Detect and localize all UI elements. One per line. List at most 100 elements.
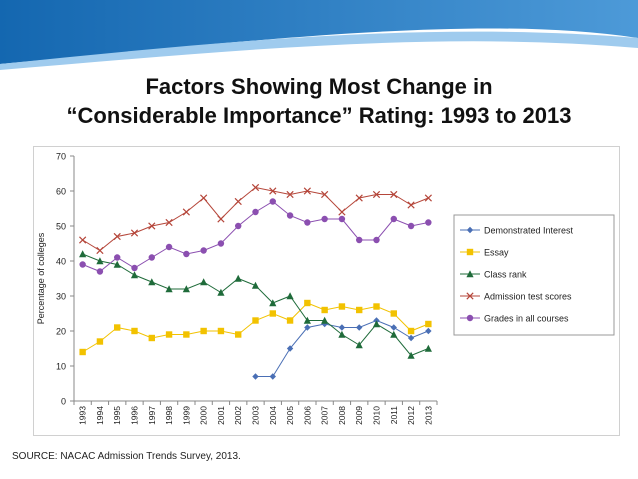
data-point-admission-test-scores: [148, 222, 156, 230]
data-point-grades-in-all-courses: [269, 198, 276, 205]
data-point-admission-test-scores: [303, 187, 311, 195]
y-tick-label: 10: [56, 362, 66, 372]
data-point-demonstrated-interest: [269, 373, 276, 380]
data-point-demonstrated-interest: [286, 345, 294, 352]
data-point-grades-in-all-courses: [131, 264, 138, 272]
data-point-grades-in-all-courses: [183, 250, 190, 258]
data-point-admission-test-scores: [286, 190, 294, 199]
data-point-essay: [425, 320, 432, 328]
series-line-essay: [82, 302, 429, 353]
data-point-essay: [356, 306, 363, 314]
legend-label-essay: Essay: [484, 248, 509, 258]
data-point-demonstrated-interest: [425, 327, 432, 335]
data-point-class-rank: [182, 285, 190, 293]
source-note: SOURCE: NACAC Admission Trends Survey, 2…: [12, 451, 241, 462]
data-point-essay: [304, 299, 311, 307]
data-point-admission-test-scores: [182, 208, 190, 216]
data-point-admission-test-scores: [96, 246, 104, 255]
data-point-class-rank: [407, 351, 415, 359]
data-point-admission-test-scores: [338, 208, 346, 216]
data-point-class-rank: [217, 288, 225, 296]
data-point-admission-test-scores: [372, 190, 381, 199]
data-point-demonstrated-interest: [407, 334, 415, 342]
y-tick-label: 50: [56, 222, 66, 232]
x-tick-label: 2004: [268, 406, 278, 425]
data-point-class-rank: [424, 344, 432, 352]
x-tick-label: 2008: [337, 406, 347, 425]
data-point-grades-in-all-courses: [356, 236, 363, 244]
data-point-essay: [96, 338, 104, 345]
chart-frame: 0 10 20 30 40 50 60 70 1993 1994 1995 1996 1997 1998 1…: [33, 146, 620, 436]
data-point-essay: [269, 310, 276, 317]
x-tick-label: 2002: [233, 406, 243, 425]
data-point-class-rank: [96, 257, 104, 265]
data-point-admission-test-scores: [234, 197, 242, 206]
data-point-admission-test-scores: [251, 183, 260, 192]
data-point-class-rank: [269, 299, 277, 307]
data-point-essay: [286, 317, 294, 324]
y-tick-label: 30: [56, 292, 66, 302]
y-tick-label: 40: [56, 257, 66, 267]
data-point-grades-in-all-courses: [252, 208, 259, 216]
data-point-admission-test-scores: [165, 218, 173, 227]
data-point-essay: [217, 327, 225, 335]
y-tick-label: 60: [56, 187, 66, 197]
data-point-admission-test-scores: [424, 194, 432, 202]
data-point-class-rank: [303, 316, 311, 324]
data-point-essay: [131, 327, 138, 335]
x-tick-label: 1994: [95, 406, 105, 425]
x-tick-label: 1997: [147, 406, 157, 425]
data-point-admission-test-scores: [390, 190, 398, 199]
data-point-class-rank: [372, 320, 381, 328]
data-point-demonstrated-interest: [338, 324, 346, 331]
y-tick-label: 70: [56, 152, 66, 162]
data-point-essay: [373, 303, 380, 310]
x-tick-label: 2007: [320, 406, 330, 425]
title-line-1: Factors Showing Most Change in: [145, 74, 493, 99]
data-point-grades-in-all-courses: [390, 215, 397, 223]
legend-marker-essay: [466, 248, 474, 256]
data-point-grades-in-all-courses: [79, 261, 86, 268]
data-point-class-rank: [200, 278, 208, 286]
legend-label-admission-test-scores: Admission test scores: [484, 292, 572, 302]
x-tick-label: 2011: [389, 406, 399, 425]
x-tick-label: 2000: [199, 406, 209, 425]
data-point-grades-in-all-courses: [286, 212, 294, 219]
data-point-grades-in-all-courses: [338, 215, 346, 223]
legend-label-demonstrated-interest: Demonstrated Interest: [484, 226, 574, 236]
line-chart: 0 10 20 30 40 50 60 70 1993 1994 1995 1996 1997 1998 1…: [36, 152, 615, 425]
data-point-class-rank: [234, 274, 242, 282]
data-point-grades-in-all-courses: [114, 254, 121, 261]
data-point-admission-test-scores: [217, 215, 225, 223]
y-axis-title: Percentage of colleges: [36, 232, 46, 324]
data-point-class-rank: [113, 260, 121, 268]
slide-title: Factors Showing Most Change in “Consider…: [0, 72, 638, 130]
data-point-grades-in-all-courses: [235, 222, 242, 230]
x-tick-label: 2005: [285, 406, 295, 425]
data-point-class-rank: [79, 250, 87, 258]
x-tick-label: 2010: [372, 406, 382, 425]
x-tick-label: 1996: [130, 406, 140, 425]
data-point-essay: [321, 306, 328, 314]
data-point-admission-test-scores: [269, 187, 277, 195]
data-point-admission-test-scores: [79, 236, 87, 244]
data-point-grades-in-all-courses: [96, 268, 104, 275]
data-point-demonstrated-interest: [390, 324, 397, 331]
data-point-demonstrated-interest: [304, 324, 311, 331]
data-point-grades-in-all-courses: [200, 247, 207, 254]
x-tick-label: 1999: [181, 406, 191, 425]
data-point-class-rank: [355, 341, 363, 349]
x-tick-label: 2013: [423, 406, 433, 425]
data-point-class-rank: [165, 285, 173, 293]
data-point-essay: [165, 331, 173, 338]
data-point-class-rank: [251, 281, 260, 289]
data-point-essay: [390, 310, 397, 317]
data-point-admission-test-scores: [200, 194, 208, 202]
data-point-essay: [407, 327, 415, 335]
header-banner: [0, 0, 638, 70]
x-tick-label: 1998: [164, 406, 174, 425]
legend-marker-grades-in-all-courses: [466, 314, 474, 322]
data-point-admission-test-scores: [355, 194, 363, 202]
data-point-demonstrated-interest: [252, 373, 259, 380]
data-point-essay: [148, 334, 155, 342]
